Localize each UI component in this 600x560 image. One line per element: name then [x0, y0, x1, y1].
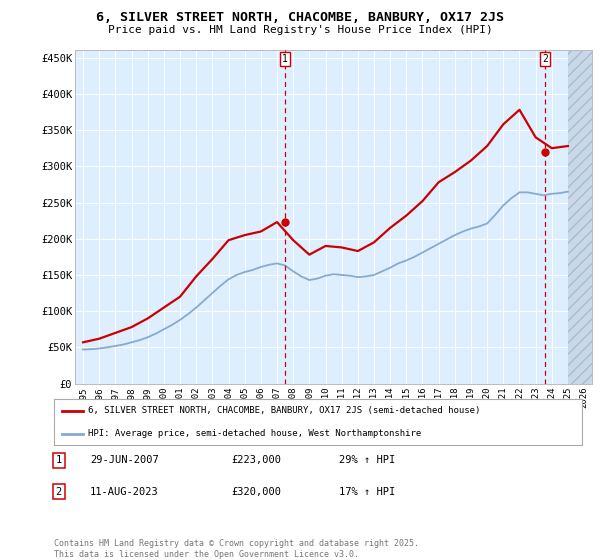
Text: 11-AUG-2023: 11-AUG-2023 — [90, 487, 159, 497]
Text: HPI: Average price, semi-detached house, West Northamptonshire: HPI: Average price, semi-detached house,… — [88, 429, 422, 438]
Text: 29-JUN-2007: 29-JUN-2007 — [90, 455, 159, 465]
Text: Contains HM Land Registry data © Crown copyright and database right 2025.
This d: Contains HM Land Registry data © Crown c… — [54, 539, 419, 559]
Text: 6, SILVER STREET NORTH, CHACOMBE, BANBURY, OX17 2JS (semi-detached house): 6, SILVER STREET NORTH, CHACOMBE, BANBUR… — [88, 406, 481, 415]
Text: 6, SILVER STREET NORTH, CHACOMBE, BANBURY, OX17 2JS: 6, SILVER STREET NORTH, CHACOMBE, BANBUR… — [96, 11, 504, 24]
Text: 2: 2 — [56, 487, 62, 497]
Text: 29% ↑ HPI: 29% ↑ HPI — [339, 455, 395, 465]
Bar — [568, 50, 592, 384]
Text: 1: 1 — [56, 455, 62, 465]
Text: 2: 2 — [542, 54, 548, 64]
Text: 17% ↑ HPI: 17% ↑ HPI — [339, 487, 395, 497]
Text: Price paid vs. HM Land Registry's House Price Index (HPI): Price paid vs. HM Land Registry's House … — [107, 25, 493, 35]
Text: 1: 1 — [282, 54, 288, 64]
Text: £223,000: £223,000 — [231, 455, 281, 465]
Text: £320,000: £320,000 — [231, 487, 281, 497]
